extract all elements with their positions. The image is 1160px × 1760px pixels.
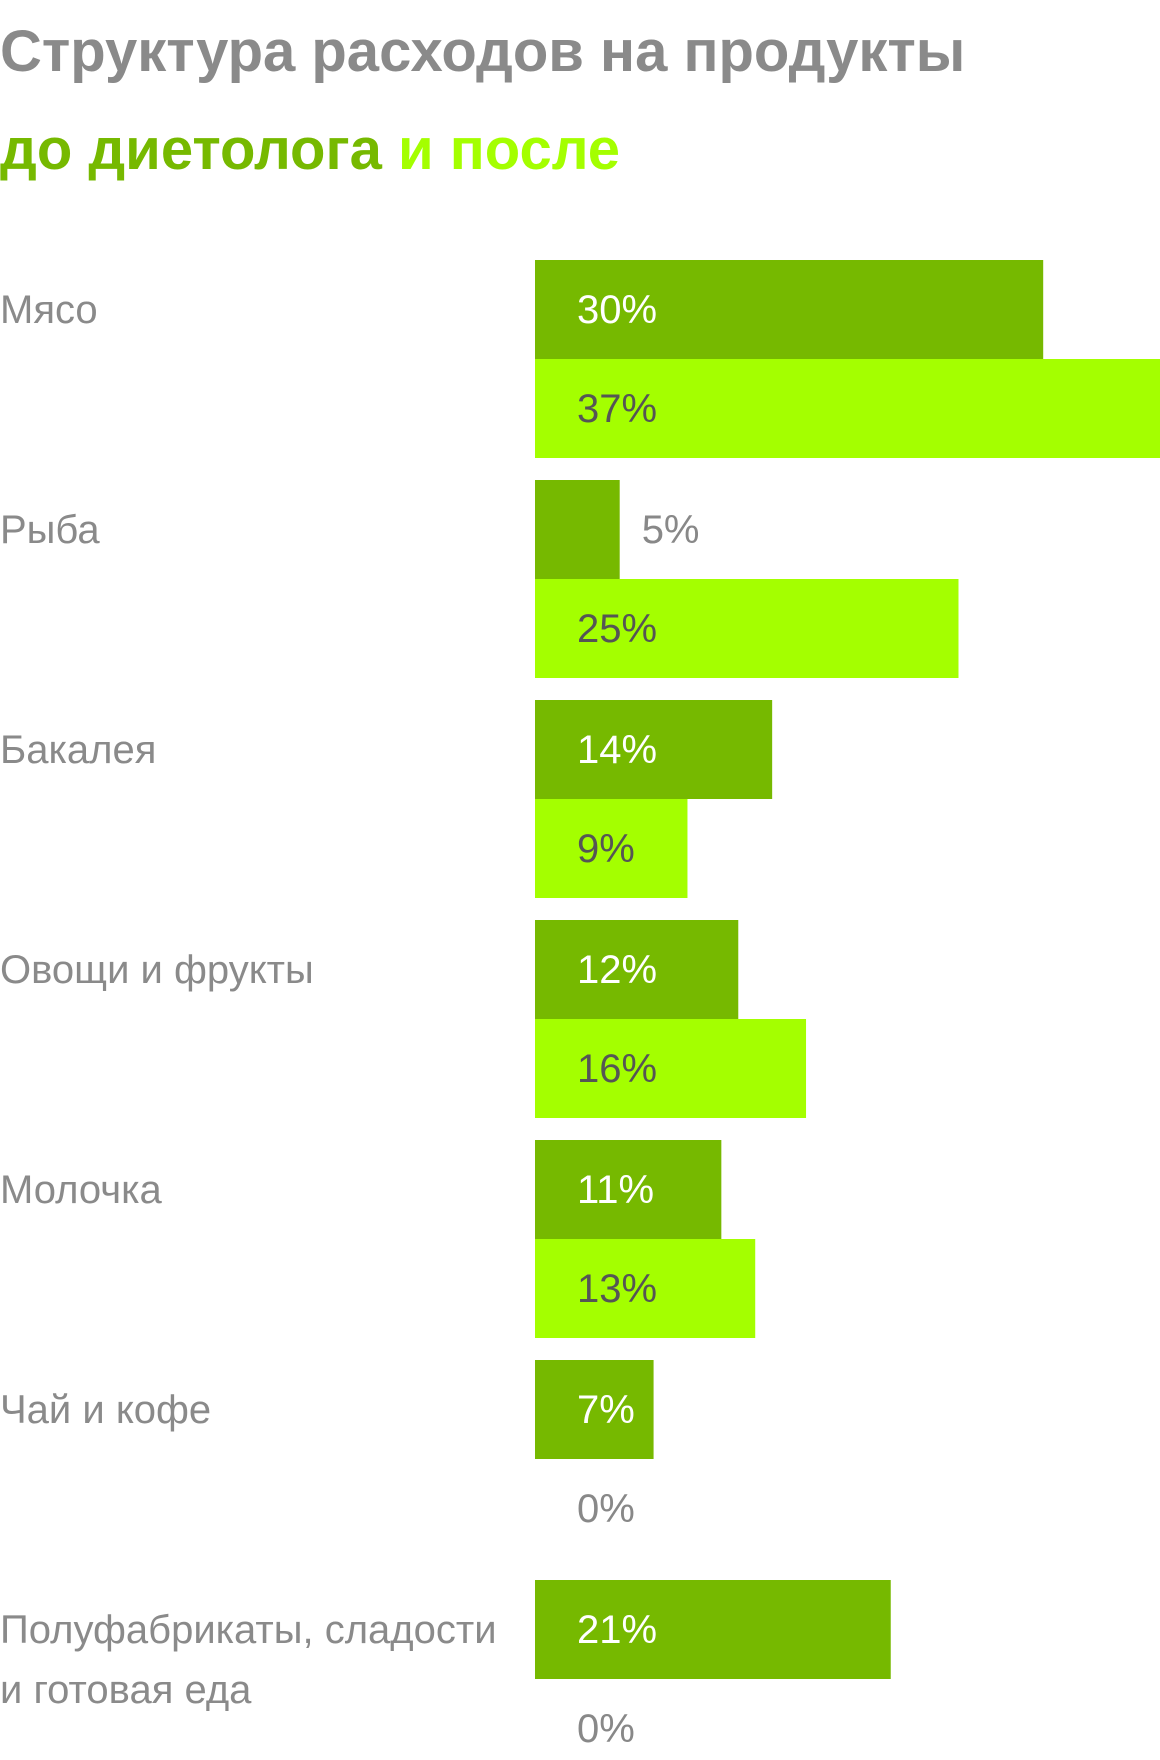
bar bbox=[535, 799, 688, 898]
bar bbox=[535, 260, 1044, 359]
bar bbox=[535, 1580, 891, 1679]
bar bbox=[535, 920, 739, 1019]
value-label: 9% bbox=[577, 826, 635, 871]
category-label: Рыба bbox=[0, 507, 100, 552]
category-label: Чай и кофе bbox=[0, 1387, 212, 1432]
value-label: 14% bbox=[577, 727, 658, 772]
bar bbox=[535, 1239, 756, 1338]
bar bbox=[535, 480, 620, 579]
legend: до диетолога и после bbox=[0, 116, 620, 183]
value-label: 7% bbox=[577, 1387, 635, 1432]
value-label: 0% bbox=[577, 1486, 635, 1531]
bar bbox=[535, 1019, 807, 1118]
bar bbox=[535, 1360, 654, 1459]
legend-entry: до диетолога bbox=[0, 117, 382, 182]
value-label: 13% bbox=[577, 1266, 658, 1311]
legend-entry: и после bbox=[398, 117, 621, 182]
value-label: 21% bbox=[577, 1607, 658, 1652]
value-label: 11% bbox=[577, 1167, 655, 1212]
category-label: Овощи и фрукты bbox=[0, 947, 314, 992]
value-label: 30% bbox=[577, 287, 658, 332]
value-label: 0% bbox=[577, 1706, 635, 1751]
bar bbox=[535, 700, 773, 799]
value-label: 12% bbox=[577, 947, 658, 992]
value-label: 37% bbox=[577, 386, 658, 431]
bar bbox=[535, 359, 1160, 458]
bar bbox=[535, 579, 959, 678]
value-label: 5% bbox=[641, 507, 700, 552]
chart-title: Структура расходов на продукты bbox=[0, 19, 966, 84]
bar bbox=[535, 1140, 722, 1239]
category-label: Бакалея bbox=[0, 727, 157, 772]
value-label: 25% bbox=[577, 606, 658, 651]
value-label: 16% bbox=[577, 1046, 658, 1091]
category-label: Молочка bbox=[0, 1167, 162, 1212]
category-label: Мясо bbox=[0, 287, 98, 332]
category-label: Полуфабрикаты, сладости и готовая еда bbox=[0, 1607, 497, 1712]
